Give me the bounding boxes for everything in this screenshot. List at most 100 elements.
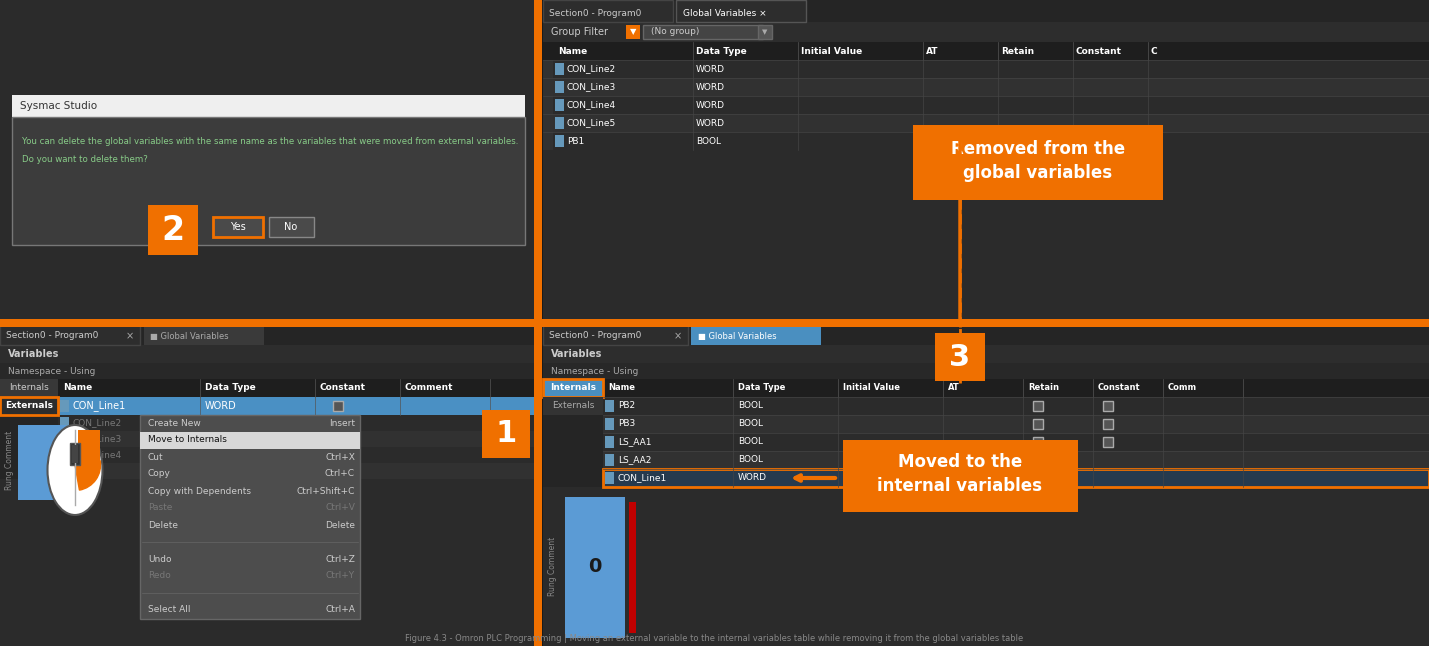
Text: Select All: Select All (149, 605, 190, 614)
Text: WORD: WORD (204, 401, 237, 411)
Bar (333, 401, 343, 411)
Bar (543, 22, 1429, 42)
Text: ■ Global Variables: ■ Global Variables (697, 331, 776, 340)
Text: Data Type: Data Type (737, 384, 786, 393)
Bar (534, 0, 542, 646)
Text: Comm: Comm (1167, 384, 1198, 393)
Bar (543, 451, 603, 469)
Text: WORD: WORD (204, 435, 234, 444)
Text: Removed from the: Removed from the (950, 140, 1125, 158)
Text: ▼: ▼ (762, 29, 767, 35)
Bar (543, 323, 687, 345)
Bar (543, 363, 1429, 379)
Bar (603, 397, 1429, 415)
Text: C: C (1150, 47, 1157, 56)
Bar (11, 117, 524, 245)
Bar (676, 0, 806, 22)
Text: PB2: PB2 (617, 402, 634, 410)
Text: Insert: Insert (329, 419, 354, 428)
Bar (70, 443, 80, 465)
Text: Ctrl+Shift+C: Ctrl+Shift+C (297, 486, 354, 495)
Text: BOOL: BOOL (737, 419, 763, 428)
Bar (604, 436, 614, 448)
Text: Ctrl+C: Ctrl+C (324, 470, 354, 479)
Text: BOOL: BOOL (696, 136, 722, 145)
Text: WORD: WORD (696, 65, 725, 74)
Bar (603, 433, 1429, 451)
Bar (0, 447, 59, 463)
Text: BOOL: BOOL (737, 402, 763, 410)
Text: Rung Comment: Rung Comment (6, 430, 14, 490)
Bar (604, 472, 614, 484)
Text: PB1: PB1 (567, 136, 584, 145)
Bar (603, 379, 1429, 397)
Bar (843, 440, 1077, 512)
Bar (79, 430, 100, 468)
Bar (543, 469, 603, 487)
Text: Initial Value: Initial Value (802, 47, 862, 56)
Text: ×: × (126, 331, 134, 341)
Bar (482, 410, 530, 458)
Text: Create New: Create New (149, 419, 200, 428)
Bar (543, 0, 1429, 22)
Bar (543, 96, 1429, 114)
Text: AT: AT (926, 47, 939, 56)
Bar (149, 205, 199, 255)
Text: WORD: WORD (204, 419, 234, 428)
Bar (603, 415, 1429, 433)
Text: Ctrl+X: Ctrl+X (326, 452, 354, 461)
Bar (60, 417, 69, 429)
Text: Ctrl+Y: Ctrl+Y (326, 572, 354, 581)
Text: Namespace - Using: Namespace - Using (9, 366, 96, 375)
Text: Copy with Dependents: Copy with Dependents (149, 486, 252, 495)
Text: Variables: Variables (9, 349, 60, 359)
Bar (59, 447, 537, 463)
Bar (564, 497, 624, 638)
Bar (1103, 401, 1113, 411)
Bar (0, 431, 59, 447)
Bar (692, 323, 822, 345)
Text: Rung Comment: Rung Comment (549, 536, 557, 596)
Bar (604, 454, 614, 466)
Text: Comment: Comment (404, 384, 453, 393)
Bar (0, 319, 1429, 327)
Bar (60, 449, 69, 461)
Bar (554, 63, 564, 75)
Text: Moved to the: Moved to the (897, 453, 1022, 471)
Bar (757, 25, 772, 39)
Bar (71, 445, 79, 463)
Text: No: No (284, 222, 297, 232)
Bar (0, 323, 537, 646)
Text: Global Variables ×: Global Variables × (683, 8, 766, 17)
Bar (604, 400, 614, 412)
Text: CON_Line1: CON_Line1 (73, 401, 126, 412)
Text: Section0 - Program0: Section0 - Program0 (549, 8, 642, 17)
Text: Variables: Variables (552, 349, 603, 359)
Text: ▼: ▼ (630, 28, 636, 37)
Text: CON_Line2: CON_Line2 (567, 65, 616, 74)
Bar (543, 132, 553, 150)
Text: Name: Name (557, 47, 587, 56)
Bar (913, 125, 1163, 200)
Bar (213, 217, 263, 237)
Text: Section0 - Program0: Section0 - Program0 (6, 331, 99, 340)
Bar (0, 379, 59, 397)
Bar (543, 415, 603, 433)
Text: CON_Line1: CON_Line1 (617, 474, 667, 483)
Bar (554, 81, 564, 93)
Bar (603, 469, 1429, 487)
Text: Redo: Redo (149, 572, 170, 581)
Bar (0, 397, 59, 415)
Bar (543, 60, 553, 78)
Text: Group Filter: Group Filter (552, 27, 607, 37)
Text: PB3: PB3 (617, 419, 636, 428)
Bar (543, 114, 1429, 132)
Bar (1033, 401, 1043, 411)
Text: (No group): (No group) (652, 28, 699, 37)
Bar (1103, 419, 1113, 429)
Bar (543, 323, 1429, 646)
Bar (269, 217, 314, 237)
Text: Section0 - Program0: Section0 - Program0 (549, 331, 642, 340)
Bar (70, 435, 77, 490)
Text: ■ Global Variables: ■ Global Variables (150, 331, 229, 340)
